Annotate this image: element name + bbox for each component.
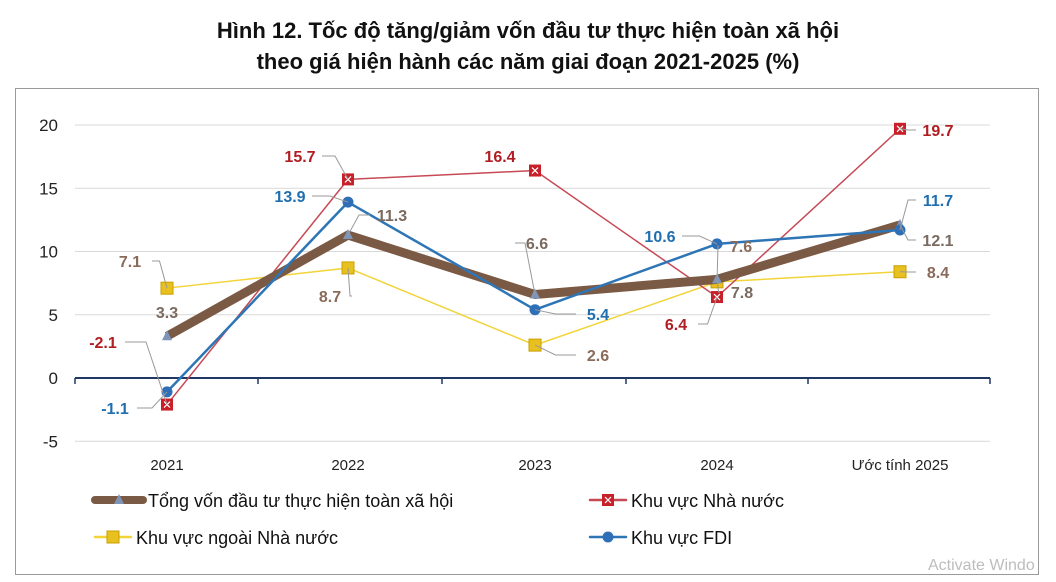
legend-item: Khu vực ngoài Nhà nước — [93, 528, 338, 548]
data-label: 19.7 — [922, 123, 953, 140]
leader-line — [698, 296, 718, 325]
leader-line — [899, 199, 916, 231]
legend-item: Khu vực FDI — [588, 528, 732, 548]
data-label: 7.6 — [730, 239, 752, 256]
chart-frame — [15, 88, 1039, 575]
legend-item: Khu vực Nhà nước — [588, 491, 784, 511]
triangle-marker — [114, 494, 124, 504]
data-label: 10.6 — [644, 229, 675, 246]
data-label: 7.1 — [119, 254, 141, 271]
chart-title-line2: theo giá hiện hành các năm giai đoạn 202… — [256, 49, 800, 74]
activate-windows-watermark: Activate Windo — [928, 557, 1035, 574]
leader-line — [125, 341, 168, 405]
x-mark — [531, 167, 539, 174]
y-tick-label: -5 — [43, 432, 58, 451]
data-label: 16.4 — [484, 149, 515, 166]
leader-line — [347, 214, 370, 236]
leader-line — [716, 279, 720, 293]
legend-label: Khu vực Nhà nước — [631, 491, 784, 511]
x-tick-label: 2021 — [150, 457, 183, 474]
x-tick-label: 2022 — [331, 457, 364, 474]
data-label: 15.7 — [284, 149, 315, 166]
leader-line — [515, 242, 536, 295]
x-mark — [604, 496, 612, 504]
x-tick-label: 2024 — [700, 457, 733, 474]
legend-label: Khu vực ngoài Nhà nước — [136, 528, 338, 548]
data-label: 7.8 — [731, 285, 753, 302]
x-tick-label: Ước tính 2025 — [852, 457, 949, 474]
leader-line — [322, 155, 349, 180]
leader-line — [347, 267, 352, 297]
leader-line — [899, 224, 916, 241]
data-label: 12.1 — [922, 233, 953, 250]
data-label: 2.6 — [587, 348, 609, 365]
leader-line — [899, 128, 916, 131]
leader-line — [534, 344, 576, 356]
data-label: 5.4 — [587, 307, 609, 324]
data-label: 6.4 — [665, 317, 687, 334]
data-label: 3.3 — [156, 305, 178, 322]
data-label: 8.7 — [319, 289, 341, 306]
data-label: 11.3 — [377, 208, 407, 225]
y-tick-label: 10 — [39, 243, 58, 262]
series-1 — [161, 122, 906, 411]
x-tick-label: 2023 — [518, 457, 551, 474]
legend-item: Tổng vốn đầu tư thực hiện toàn xã hội — [91, 491, 453, 511]
data-label: 6.6 — [526, 236, 548, 253]
y-tick-label: 5 — [49, 306, 58, 325]
leader-line — [152, 260, 168, 289]
data-label: -1.1 — [101, 401, 129, 418]
leader-line — [682, 235, 718, 245]
leader-line — [534, 309, 576, 315]
square-marker — [106, 530, 120, 544]
y-tick-label: 15 — [39, 179, 58, 198]
data-label: -2.1 — [89, 335, 117, 352]
data-label: 8.4 — [927, 265, 949, 282]
y-tick-label: 0 — [49, 369, 58, 388]
leader-line — [716, 245, 719, 282]
data-label: 13.9 — [274, 189, 305, 206]
circle-marker — [602, 531, 614, 543]
triangle-marker — [162, 330, 172, 341]
leader-line — [137, 391, 168, 409]
y-tick-label: 20 — [39, 116, 58, 135]
data-label: 11.7 — [923, 193, 953, 210]
legend-label: Tổng vốn đầu tư thực hiện toàn xã hội — [148, 491, 453, 511]
leader-line — [312, 195, 349, 203]
chart-title-line1: Hình 12. Tốc độ tăng/giảm vốn đầu tư thự… — [216, 18, 840, 43]
legend-label: Khu vực FDI — [631, 528, 732, 548]
